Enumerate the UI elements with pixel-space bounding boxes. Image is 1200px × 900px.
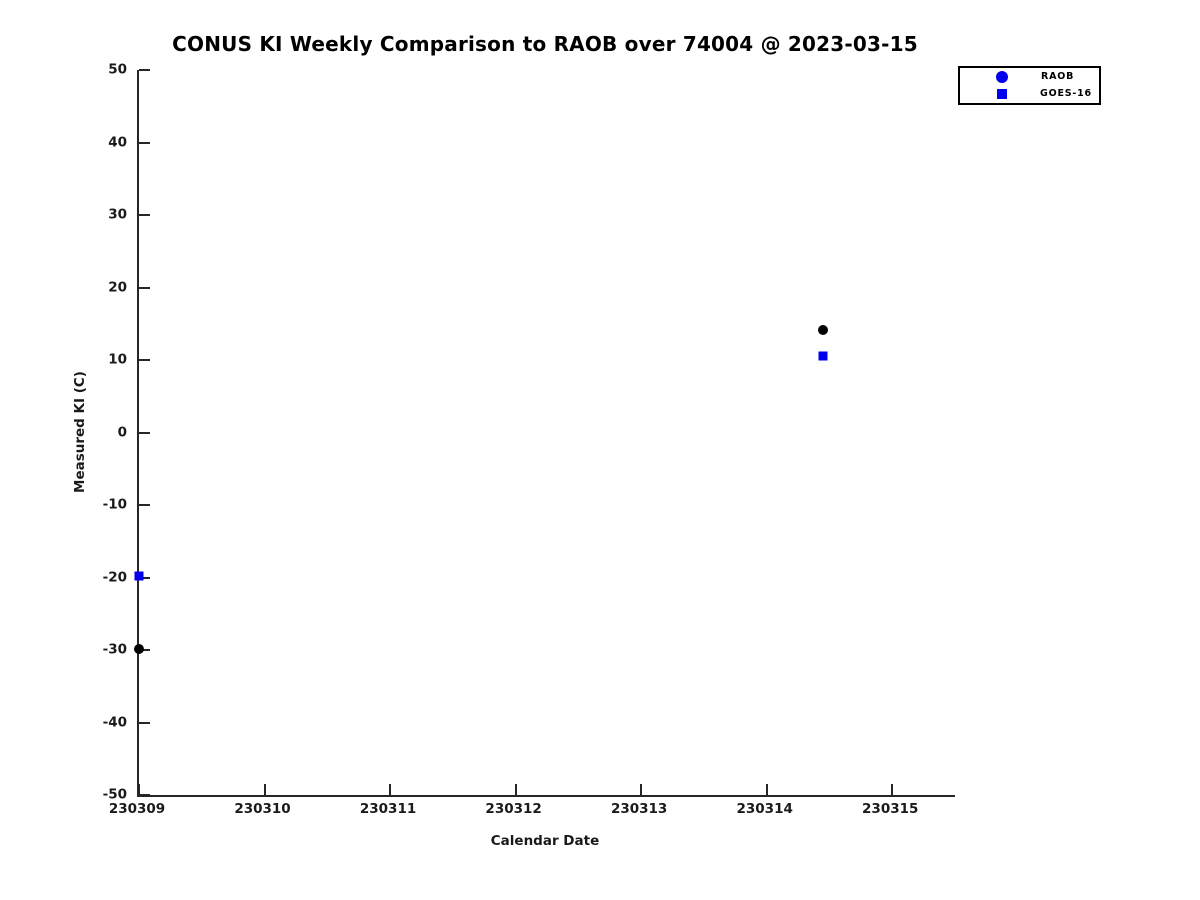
y-tick-label: -20: [102, 568, 127, 585]
x-tick: [640, 784, 643, 795]
data-point-goes-16: [134, 571, 144, 581]
x-tick-label: 230315: [862, 801, 919, 817]
y-tick: [139, 431, 150, 434]
data-point-raob: [134, 643, 144, 654]
legend-entry-raob: RAOB: [960, 69, 1099, 85]
y-tick: [139, 359, 150, 361]
chart-title: CONUS KI Weekly Comparison to RAOB over …: [172, 32, 918, 56]
y-tick: [139, 649, 150, 651]
y-tick-label: -30: [102, 641, 127, 658]
y-tick-label: 10: [108, 351, 127, 368]
y-tick-label: -50: [102, 786, 127, 803]
legend: RAOB GOES-16: [958, 66, 1101, 105]
legend-swatch-goes-16: [997, 89, 1007, 99]
y-tick: [139, 721, 150, 724]
legend-swatch-raob: [996, 71, 1008, 83]
data-point-goes-16: [818, 351, 828, 361]
x-tick: [514, 784, 517, 795]
y-tick: [139, 504, 150, 506]
y-tick-label: 30: [108, 206, 127, 223]
legend-label-goes-16: GOES-16: [1040, 88, 1092, 100]
y-tick: [139, 286, 150, 289]
legend-label-raob: RAOB: [1041, 71, 1075, 83]
y-tick: [139, 141, 150, 144]
y-tick-label: -10: [102, 496, 127, 513]
x-axis-label: Calendar Date: [490, 833, 600, 849]
y-tick: [139, 69, 150, 71]
y-tick: [139, 576, 150, 579]
x-tick-label: 230312: [485, 801, 542, 817]
x-tick: [138, 784, 140, 795]
y-tick-label: 20: [108, 278, 127, 295]
y-tick-label: 40: [108, 133, 127, 150]
y-tick-label: 50: [108, 61, 127, 78]
y-tick: [139, 794, 150, 796]
data-point-raob: [818, 324, 829, 335]
x-tick: [891, 784, 894, 795]
y-tick: [139, 214, 150, 216]
legend-entry-goes-16: GOES-16: [960, 86, 1099, 102]
y-axis-label: Measured KI (C): [72, 371, 88, 493]
x-tick: [765, 784, 768, 795]
x-tick-label: 230310: [234, 801, 291, 817]
x-tick-label: 230311: [359, 801, 417, 817]
x-tick-label: 230313: [610, 801, 668, 817]
plot-area: [134, 69, 955, 797]
x-tick: [389, 784, 392, 795]
y-tick-label: -40: [102, 713, 127, 730]
x-tick-label: 230309: [108, 801, 166, 817]
x-tick: [263, 784, 266, 795]
y-tick-label: 0: [117, 423, 127, 440]
x-tick-label: 230314: [736, 801, 793, 817]
